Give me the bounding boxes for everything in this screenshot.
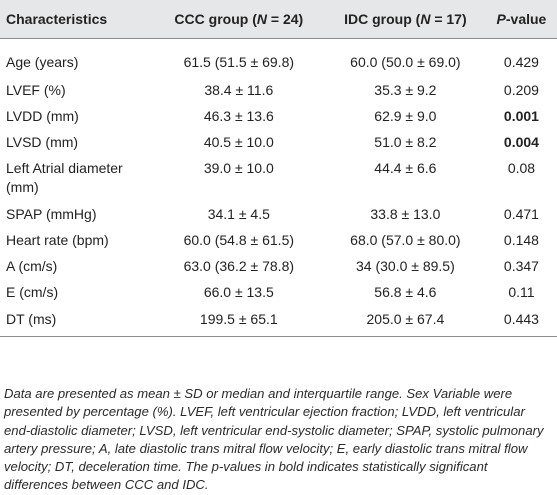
cell-ccc: 40.5 ± 10.0 — [203, 133, 274, 150]
table-row: LVEF (%) 38.4 ± 11.6 35.3 ± 9.2 0.209 — [0, 75, 557, 101]
cell-idc: 60.0 (50.0 ± 69.0) — [350, 54, 461, 70]
cell-ccc: 38.4 ± 11.6 — [204, 81, 274, 98]
table-row: E (cm/s) 66.0 ± 13.5 56.8 ± 4.6 0.11 — [0, 277, 557, 303]
cell-p-value: 0.443 — [485, 302, 557, 337]
cell-p-value: 0.08 — [507, 159, 536, 176]
cell-p-value: 0.11 — [508, 283, 535, 300]
cell-characteristic: LVSD (mm) — [6, 133, 79, 150]
cell-characteristic: SPAP (mmHg) — [6, 205, 97, 222]
cell-ccc: 63.0 (36.2 ± 78.8) — [183, 257, 295, 274]
table-row: Age (years) 61.5 (51.5 ± 69.8) 60.0 (50.… — [0, 39, 557, 75]
cell-idc: 44.4 ± 6.6 — [374, 159, 437, 176]
cell-p-value: 0.347 — [503, 257, 539, 274]
cell-characteristic: A (cm/s) — [6, 257, 58, 274]
table-row: LVDD (mm) 46.3 ± 13.6 62.9 ± 9.0 0.001 — [0, 101, 557, 127]
characteristics-table: Characteristics CCC group (N = 24) IDC g… — [0, 0, 557, 337]
cell-characteristic: Left Atrial diameter (mm) — [6, 159, 123, 195]
table-footnote: Data are presented as mean ± SD or media… — [4, 386, 544, 493]
cell-idc: 33.8 ± 13.0 — [370, 205, 441, 222]
cell-idc: 56.8 ± 4.6 — [374, 283, 437, 300]
cell-p-value: 0.209 — [503, 81, 539, 98]
cell-idc: 34 (30.0 ± 89.5) — [356, 257, 455, 274]
table-row: LVSD (mm) 40.5 ± 10.0 51.0 ± 8.2 0.004 — [0, 127, 557, 153]
cell-p-value: 0.429 — [503, 54, 539, 70]
header-idc-group: IDC group (N = 17) — [324, 0, 486, 39]
table-row: Left Atrial diameter (mm) 39.0 ± 10.0 44… — [0, 153, 557, 199]
cell-idc: 51.0 ± 8.2 — [374, 133, 437, 150]
cell-p-value: 0.471 — [503, 205, 539, 222]
cell-ccc: 46.3 ± 13.6 — [203, 107, 274, 124]
cell-ccc: 34.1 ± 4.5 — [207, 205, 270, 222]
cell-characteristic: LVEF (%) — [6, 81, 66, 98]
cell-ccc: 39.0 ± 10.0 — [203, 159, 274, 176]
cell-ccc: 199.5 ± 65.1 — [152, 302, 325, 337]
cell-idc: 62.9 ± 9.0 — [374, 107, 437, 124]
header-ccc-group: CCC group (N = 24) — [152, 0, 325, 39]
header-p-value: P-value — [485, 0, 557, 39]
cell-characteristic: Heart rate (bpm) — [6, 231, 109, 248]
table-row: Heart rate (bpm) 60.0 (54.8 ± 61.5) 68.0… — [0, 225, 557, 251]
cell-p-value-significant: 0.004 — [503, 133, 539, 150]
cell-characteristic: LVDD (mm) — [6, 107, 79, 124]
cell-characteristic: Age (years) — [6, 54, 79, 70]
cell-p-value-significant: 0.001 — [503, 107, 539, 124]
cell-characteristic: E (cm/s) — [6, 283, 59, 300]
cell-ccc: 61.5 (51.5 ± 69.8) — [183, 54, 295, 70]
table-row: SPAP (mmHg) 34.1 ± 4.5 33.8 ± 13.0 0.471 — [0, 199, 557, 225]
table-row: DT (ms) 199.5 ± 65.1 205.0 ± 67.4 0.443 — [0, 302, 557, 337]
cell-p-value: 0.148 — [503, 231, 539, 248]
table-row: A (cm/s) 63.0 (36.2 ± 78.8) 34 (30.0 ± 8… — [0, 251, 557, 277]
cell-ccc: 66.0 ± 13.5 — [203, 283, 274, 300]
cell-idc: 68.0 (57.0 ± 80.0) — [350, 231, 461, 248]
cell-characteristic: DT (ms) — [0, 302, 153, 337]
cell-idc: 205.0 ± 67.4 — [324, 302, 486, 337]
cell-ccc: 60.0 (54.8 ± 61.5) — [183, 231, 295, 248]
cell-idc: 35.3 ± 9.2 — [374, 81, 437, 98]
header-characteristics: Characteristics — [0, 0, 153, 39]
table-header-row: Characteristics CCC group (N = 24) IDC g… — [0, 0, 557, 39]
